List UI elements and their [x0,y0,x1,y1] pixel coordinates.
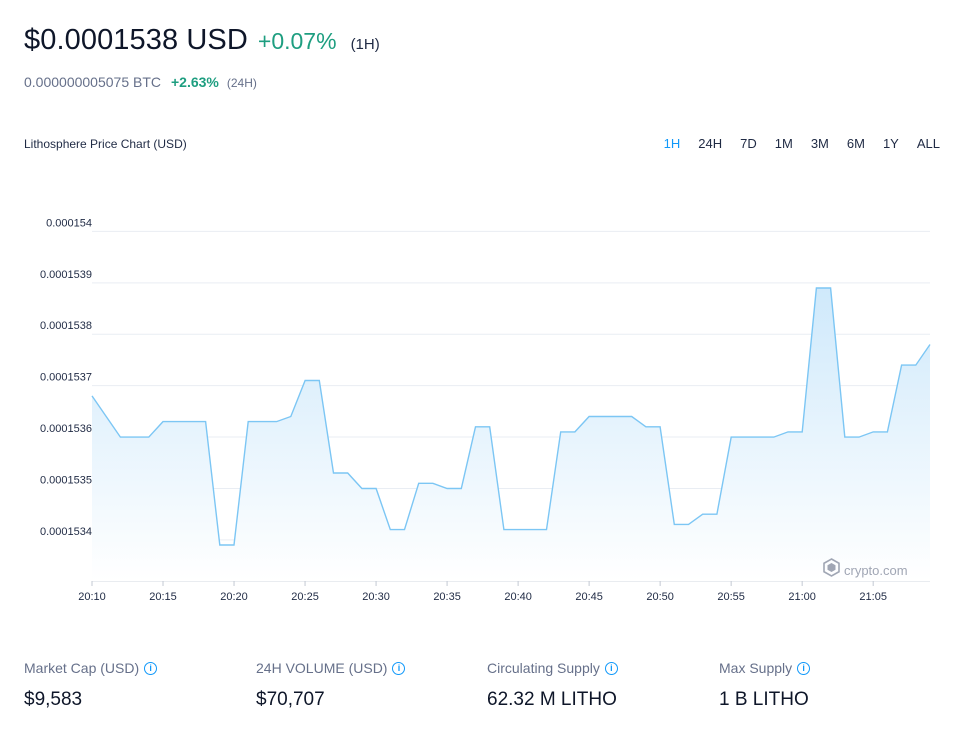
price-change-period: (1H) [350,36,380,53]
stat-max-supply-label-row: Max Supply i [719,660,811,676]
stat-circulating-supply: Circulating Supply i 62.32 M LITHO [487,660,618,711]
x-tick-label: 20:15 [149,591,177,603]
x-tick-label: 21:05 [859,591,887,603]
stat-market-cap-value: $9,583 [24,689,83,710]
x-tick-label: 20:25 [291,591,319,603]
btc-price: 0.000000005075 BTC [24,74,161,90]
crypto-com-watermark: crypto.com [823,558,908,582]
y-tick-label: 0.0001539 [40,269,92,281]
x-tick-label: 21:00 [788,591,816,603]
y-axis: 0.0001534 0.0001535 0.0001536 0.0001537 0.00… [40,217,92,537]
stat-circulating-supply-label-row: Circulating Supply i [487,660,618,676]
stat-max-supply-value: 1 B LITHO [719,689,809,710]
y-tick-label: 0.000154 [46,217,92,229]
x-tick-label: 20:10 [78,591,106,603]
x-tick-label: 20:55 [717,591,745,603]
info-icon[interactable]: i [604,661,618,675]
y-tick-label: 0.0001538 [40,320,92,332]
y-tick-label: 0.0001536 [40,423,92,435]
x-tick-label: 20:30 [362,591,390,603]
info-icon[interactable]: i [144,661,158,675]
stat-max-supply: Max Supply i 1 B LITHO [719,660,811,711]
y-tick-label: 0.0001535 [40,474,92,486]
x-axis: 20:10 20:15 20:20 20:25 20:30 20:35 20:40 20:45… [78,580,930,603]
price-header: $0.0001538 USD +0.07% (1H) [24,24,380,57]
tab-range-all[interactable]: ALL [916,136,940,151]
x-tick-label: 20:50 [646,591,674,603]
tab-range-1y[interactable]: 1Y [882,136,899,151]
chart-title: Lithosphere Price Chart (USD) [24,137,187,151]
stat-market-cap-label-row: Market Cap (USD) i [24,660,158,676]
x-tick-label: 20:45 [575,591,603,603]
price-line [91,287,931,546]
tab-range-1h[interactable]: 1H [663,136,681,151]
price-area-fill [92,288,930,581]
tab-range-6m[interactable]: 6M [846,136,865,151]
info-icon[interactable]: i [392,661,406,675]
stat-24h-volume-label: 24H VOLUME (USD) [256,660,388,676]
x-tick-label: 20:20 [220,591,248,603]
stat-max-supply-label: Max Supply [719,660,793,676]
watermark-text: crypto.com [844,562,908,578]
stat-24h-volume-label-row: 24H VOLUME (USD) i [256,660,406,676]
tab-range-24h[interactable]: 24H [698,136,723,151]
stat-market-cap: Market Cap (USD) i $9,583 [24,660,158,711]
x-tick-label: 20:40 [504,591,532,603]
chart-gridlines [92,230,930,541]
price-change-percent: +0.07% [257,28,337,54]
stat-24h-volume: 24H VOLUME (USD) i $70,707 [256,660,406,711]
y-tick-label: 0.0001534 [40,526,92,538]
crypto-com-logo-icon [823,558,840,582]
y-tick-label: 0.0001537 [40,372,92,384]
time-range-tabs: 1H 24H 7D 1M 3M 6M 1Y ALL [646,137,940,151]
stat-circulating-supply-label: Circulating Supply [487,660,600,676]
current-price: $0.0001538 USD [24,24,248,56]
btc-change-period: (24H) [226,76,257,90]
btc-change-percent: +2.63% [171,74,219,90]
tab-range-1m[interactable]: 1M [774,136,793,151]
stat-market-cap-label: Market Cap (USD) [24,660,140,676]
stat-24h-volume-value: $70,707 [256,689,325,710]
tab-range-3m[interactable]: 3M [810,136,829,151]
x-tick-label: 20:35 [433,591,461,603]
tab-range-7d[interactable]: 7D [740,136,757,151]
stat-circulating-supply-value: 62.32 M LITHO [487,689,617,710]
btc-price-row: 0.000000005075 BTC +2.63% (24H) [24,74,257,90]
info-icon[interactable]: i [797,661,811,675]
